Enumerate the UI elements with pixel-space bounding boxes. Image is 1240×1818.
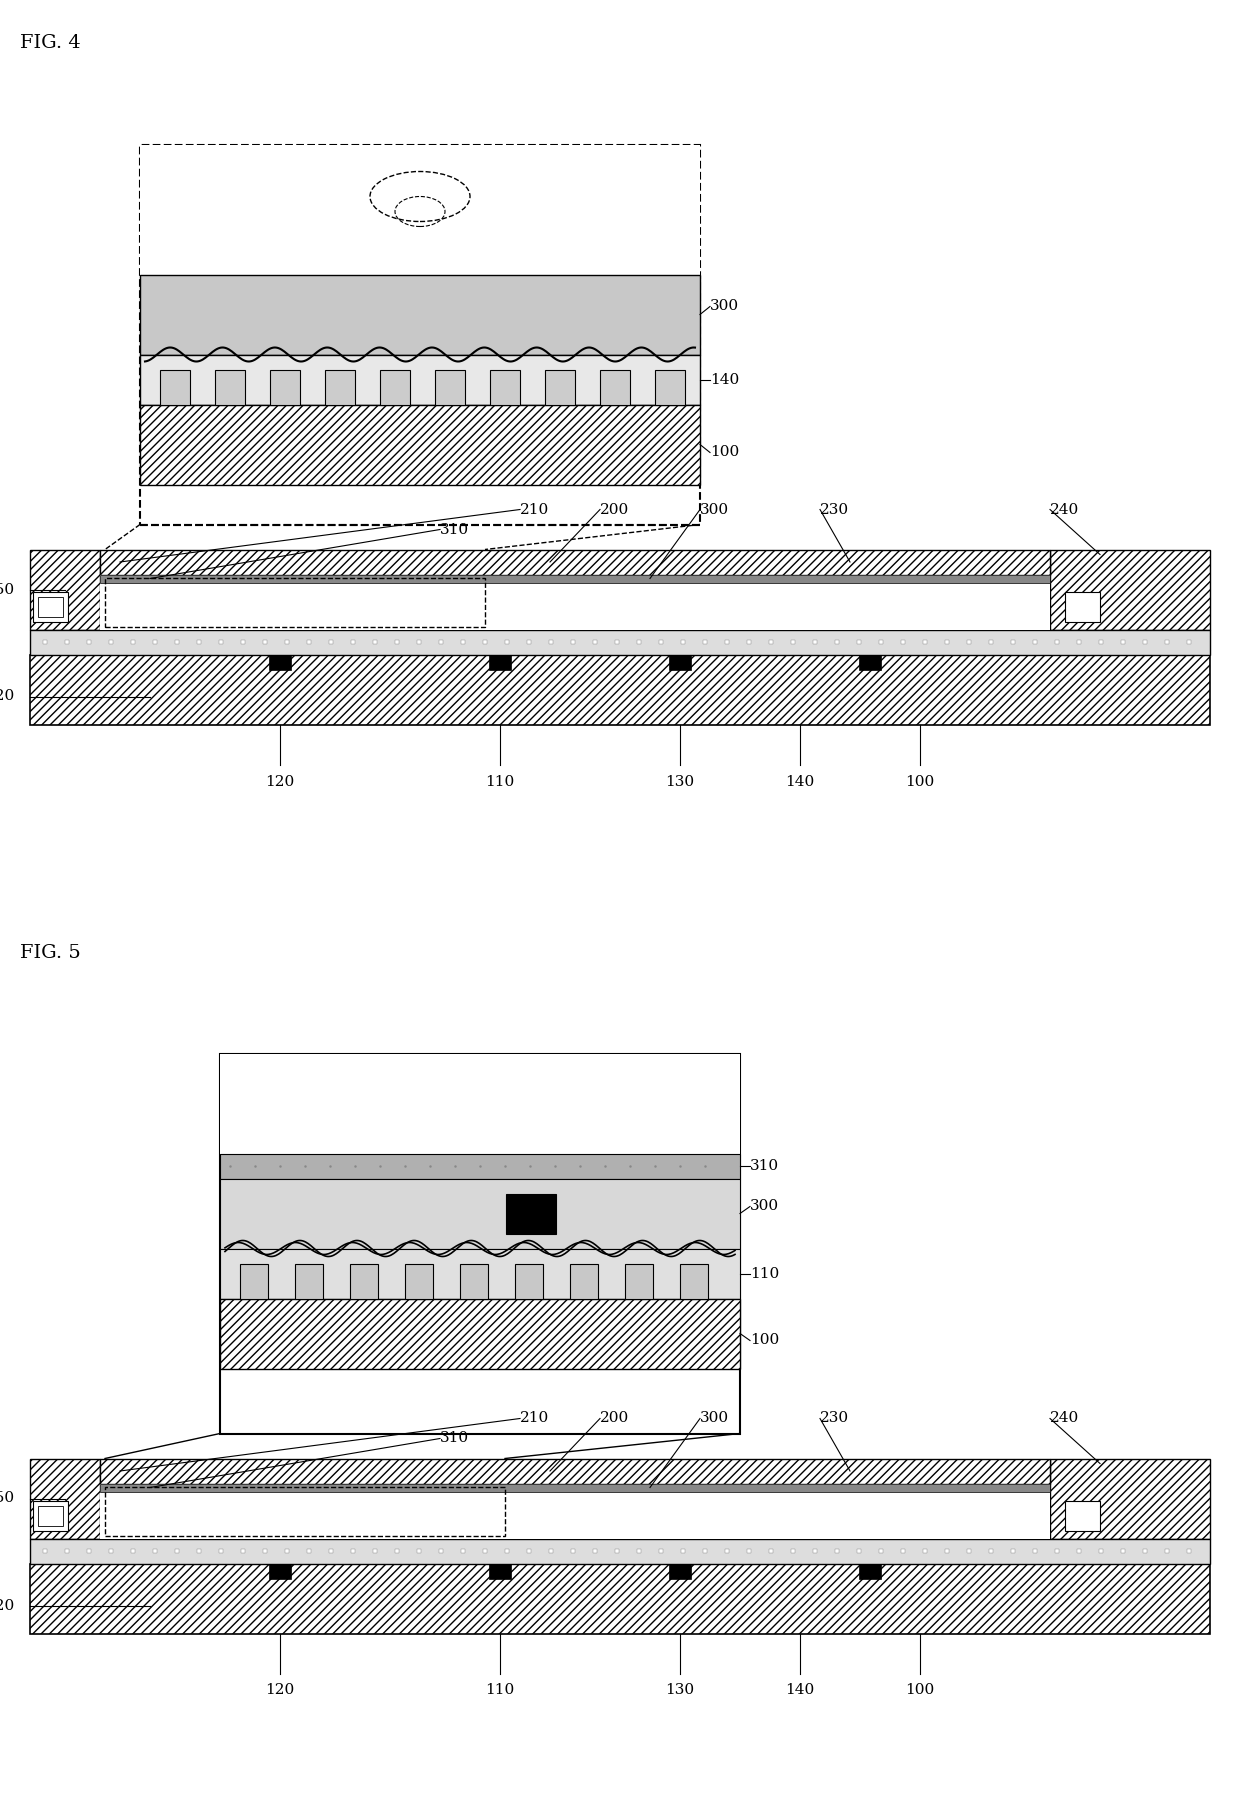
Bar xyxy=(140,275,701,355)
Text: 310: 310 xyxy=(440,1431,469,1445)
Bar xyxy=(100,574,1050,582)
Text: 310: 310 xyxy=(750,1160,779,1173)
Text: 130: 130 xyxy=(666,1683,694,1698)
Text: FIG. 4: FIG. 4 xyxy=(20,35,81,53)
Text: 300: 300 xyxy=(750,1200,779,1213)
Bar xyxy=(33,591,68,622)
Bar xyxy=(219,1153,740,1178)
Bar xyxy=(515,1264,543,1298)
Bar xyxy=(405,1264,433,1298)
Bar xyxy=(100,574,1050,629)
Bar xyxy=(219,1249,740,1298)
Text: 300: 300 xyxy=(711,300,739,313)
Bar xyxy=(269,654,291,669)
Bar xyxy=(379,369,410,404)
Text: 200: 200 xyxy=(600,1411,629,1425)
Text: FIG. 5: FIG. 5 xyxy=(20,944,81,962)
Text: 200: 200 xyxy=(600,502,629,516)
Bar xyxy=(140,404,701,485)
Text: 240: 240 xyxy=(1050,502,1079,516)
Bar xyxy=(140,144,701,275)
Bar xyxy=(489,654,511,669)
Text: 220: 220 xyxy=(0,1598,15,1613)
Text: 110: 110 xyxy=(750,1267,779,1280)
Bar xyxy=(325,369,355,404)
Text: 250: 250 xyxy=(0,582,15,596)
Bar xyxy=(670,654,691,669)
Bar xyxy=(546,369,575,404)
Bar xyxy=(570,1264,598,1298)
Text: 100: 100 xyxy=(905,774,935,789)
Text: 230: 230 xyxy=(820,502,849,516)
Bar xyxy=(1065,591,1100,622)
Text: 250: 250 xyxy=(0,1491,15,1505)
Bar xyxy=(30,1538,1210,1563)
Bar xyxy=(30,654,1210,725)
Bar xyxy=(1050,549,1210,629)
Bar xyxy=(670,1563,691,1578)
Bar xyxy=(105,578,485,627)
Text: 230: 230 xyxy=(820,1411,849,1425)
Text: 140: 140 xyxy=(785,1683,815,1698)
Bar xyxy=(30,549,100,629)
Bar xyxy=(625,1264,653,1298)
Bar xyxy=(105,1487,505,1536)
Text: 140: 140 xyxy=(785,774,815,789)
Bar xyxy=(295,1264,322,1298)
Bar xyxy=(350,1264,378,1298)
Bar xyxy=(1050,1458,1210,1538)
Bar xyxy=(30,1563,1210,1634)
Bar xyxy=(600,369,630,404)
Text: 300: 300 xyxy=(701,502,729,516)
Bar xyxy=(38,1505,63,1525)
Bar xyxy=(160,369,190,404)
Text: 100: 100 xyxy=(711,445,739,460)
Bar xyxy=(655,369,684,404)
Text: 100: 100 xyxy=(750,1333,779,1347)
Bar xyxy=(100,1483,1050,1491)
Bar xyxy=(140,355,701,404)
Bar xyxy=(30,1458,100,1538)
Bar xyxy=(489,1563,511,1578)
Text: 140: 140 xyxy=(711,373,739,387)
Bar xyxy=(435,369,465,404)
Text: 130: 130 xyxy=(666,774,694,789)
Bar xyxy=(270,369,300,404)
Bar xyxy=(490,369,520,404)
Text: 110: 110 xyxy=(485,1683,515,1698)
Bar xyxy=(460,1264,489,1298)
Bar xyxy=(100,1483,1050,1538)
Bar xyxy=(1065,1500,1100,1531)
Bar xyxy=(100,1458,1050,1483)
Bar xyxy=(241,1264,268,1298)
Bar xyxy=(506,1193,556,1233)
Text: 240: 240 xyxy=(1050,1411,1079,1425)
Text: 100: 100 xyxy=(905,1683,935,1698)
Bar xyxy=(38,596,63,616)
Bar xyxy=(140,144,701,525)
Bar xyxy=(219,1178,740,1249)
Bar xyxy=(859,654,880,669)
Text: 120: 120 xyxy=(265,1683,295,1698)
Text: 220: 220 xyxy=(0,689,15,704)
Text: 210: 210 xyxy=(520,502,549,516)
Text: 110: 110 xyxy=(485,774,515,789)
Bar xyxy=(859,1563,880,1578)
Text: 310: 310 xyxy=(440,522,469,536)
Bar xyxy=(33,1500,68,1531)
Text: 210: 210 xyxy=(520,1411,549,1425)
Bar xyxy=(100,549,1050,574)
Bar xyxy=(30,629,1210,654)
Bar xyxy=(219,1053,740,1434)
Text: 120: 120 xyxy=(265,774,295,789)
Bar xyxy=(219,1298,740,1369)
Bar xyxy=(219,1053,740,1153)
Text: 300: 300 xyxy=(701,1411,729,1425)
Bar xyxy=(215,369,246,404)
Bar xyxy=(269,1563,291,1578)
Bar xyxy=(680,1264,708,1298)
